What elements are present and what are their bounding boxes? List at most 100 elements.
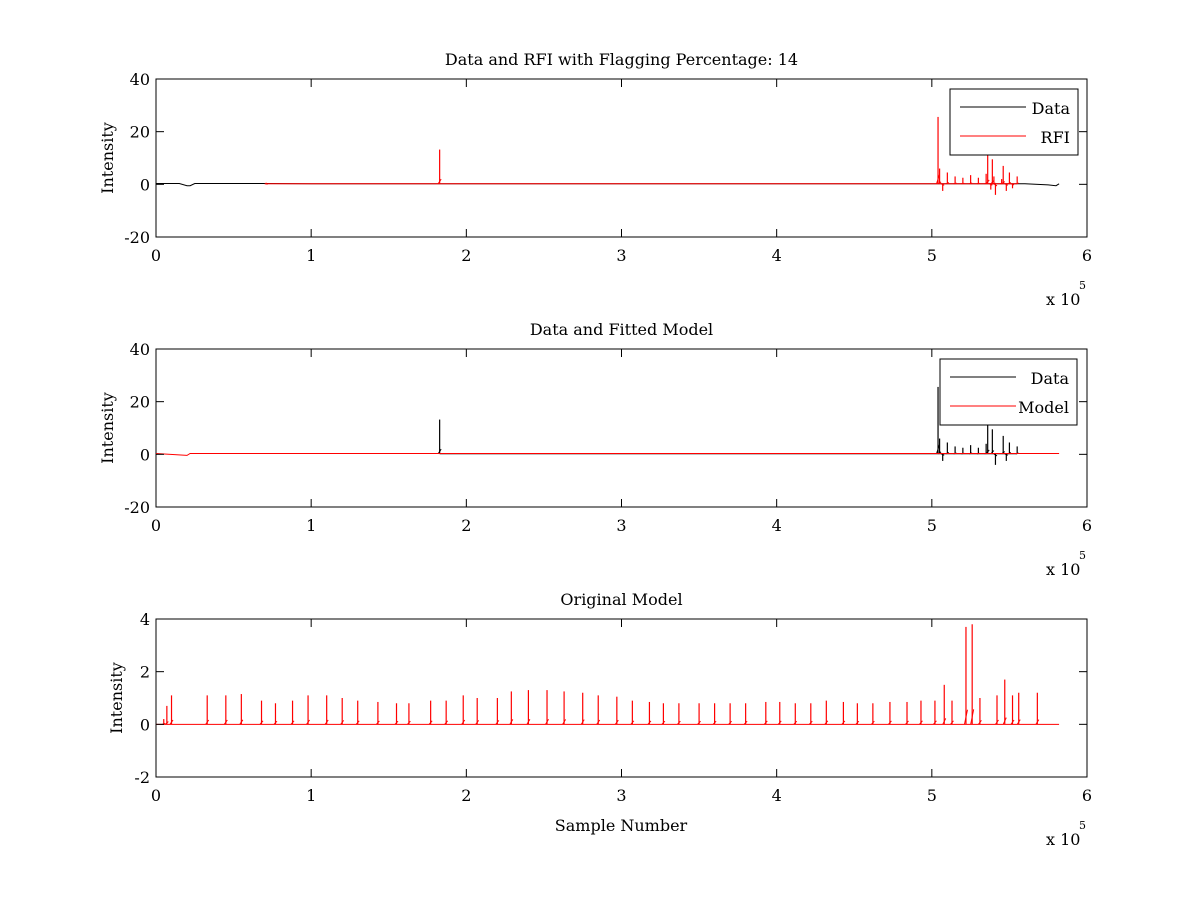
data-spike-base	[545, 718, 549, 725]
series-group	[156, 624, 1060, 725]
x-tick-label: 5	[927, 786, 937, 805]
data-spike-base	[580, 719, 585, 725]
plot-area	[155, 78, 1088, 238]
data-spike-base	[824, 720, 829, 725]
model-series-line	[156, 453, 1060, 456]
x-tick-label: 1	[306, 516, 316, 535]
plot-area	[155, 618, 1088, 778]
data-spike-base	[953, 182, 957, 185]
data-spike-base	[647, 720, 652, 725]
data-spike-base	[475, 720, 480, 725]
data-spike-base	[290, 720, 295, 725]
data-spike-base	[968, 182, 973, 185]
data-spike-base	[993, 183, 998, 187]
data-spike-base	[942, 718, 947, 725]
data-spike-base	[945, 182, 950, 185]
x-tick-label: 3	[616, 516, 626, 535]
data-spike-base	[1002, 717, 1007, 725]
y-axis-label: Intensity	[98, 392, 117, 464]
data-spike-base	[993, 453, 998, 457]
data-spike-base	[355, 720, 360, 725]
data-spike-base	[933, 720, 937, 725]
data-spike-base	[1035, 719, 1040, 725]
x-tick-label: 2	[461, 246, 471, 265]
series-group	[156, 116, 1060, 195]
data-spike-base	[950, 720, 954, 725]
data-spike-base	[1010, 183, 1015, 186]
chart-title: Data and RFI with Flagging Percentage: 1…	[445, 50, 798, 69]
data-spike-base	[777, 720, 782, 725]
data-spike-base	[978, 720, 982, 725]
data-spike-base	[596, 719, 601, 725]
data-spike-base	[562, 719, 567, 725]
data-spike-base	[239, 719, 244, 725]
legend-entry-label: Data	[1031, 369, 1070, 388]
x-tick-label: 1	[306, 786, 316, 805]
plot-area	[155, 348, 1088, 508]
y-tick-label: 4	[140, 610, 150, 629]
data-spike-base	[376, 720, 380, 725]
x-tick-label: 1	[306, 246, 316, 265]
data-spike-base	[1001, 181, 1006, 185]
x-exponent-power: 5	[1079, 549, 1086, 562]
x-tick-label: 4	[772, 516, 782, 535]
data-spike-base	[728, 720, 732, 725]
data-spike-base	[1004, 453, 1009, 456]
data-spike-base	[763, 720, 768, 725]
y-tick-label: 0	[140, 175, 150, 194]
legend: Data Model	[939, 358, 1078, 426]
data-spike-base	[165, 721, 169, 725]
y-tick-label: 40	[130, 70, 150, 89]
data-spike-base	[855, 720, 860, 725]
data-spike-base	[526, 718, 531, 725]
data-spike-base	[905, 720, 909, 725]
chart-title: Original Model	[560, 590, 682, 609]
data-spike-base	[940, 183, 945, 186]
y-tick-label: 0	[140, 715, 150, 734]
chart-title: Data and Fitted Model	[530, 320, 713, 339]
x-exponent-power: 5	[1079, 279, 1086, 292]
data-spike-base	[259, 720, 264, 725]
data-spike-base	[306, 719, 310, 725]
x-exponent-label: x 10	[1046, 290, 1080, 309]
y-axis-label: Intensity	[98, 122, 117, 194]
data-spike-base	[394, 720, 399, 725]
y-axis-label: Intensity	[107, 662, 126, 734]
y-tick-label: -20	[124, 228, 150, 247]
data-spike-base	[273, 720, 278, 725]
data-spike-base	[661, 720, 666, 725]
x-tick-label: 6	[1082, 246, 1092, 265]
data-spike-base	[1016, 719, 1021, 725]
y-tick-label: 20	[130, 123, 150, 142]
data-spike-base	[970, 709, 975, 725]
data-spike-base	[495, 720, 500, 725]
data-spike-base	[509, 719, 514, 725]
legend-entry-label: Data	[1032, 99, 1071, 118]
data-spike-base	[461, 719, 466, 725]
data-spike-base	[871, 720, 875, 725]
data-spike-base	[808, 720, 813, 725]
legend-box	[939, 358, 1078, 426]
data-spike-base	[990, 180, 995, 185]
x-tick-label: 5	[927, 516, 937, 535]
data-spike-base	[793, 720, 798, 725]
y-tick-label: 0	[140, 445, 150, 464]
data-spike-base	[324, 719, 329, 725]
data-spike-base	[428, 720, 433, 725]
data-spike-base	[677, 720, 681, 725]
x-tick-label: 4	[772, 246, 782, 265]
y-tick-label: 20	[130, 393, 150, 412]
legend: Data RFI	[949, 88, 1079, 156]
x-tick-label: 6	[1082, 516, 1092, 535]
data-spike-base	[630, 720, 635, 725]
legend-entry-label: Model	[1018, 398, 1069, 417]
data-spike-base	[712, 720, 717, 725]
legend-box	[949, 88, 1079, 156]
x-tick-label: 2	[461, 786, 471, 805]
y-tick-label: -20	[124, 498, 150, 517]
x-tick-label: 2	[461, 516, 471, 535]
data-spike-base	[407, 720, 411, 725]
